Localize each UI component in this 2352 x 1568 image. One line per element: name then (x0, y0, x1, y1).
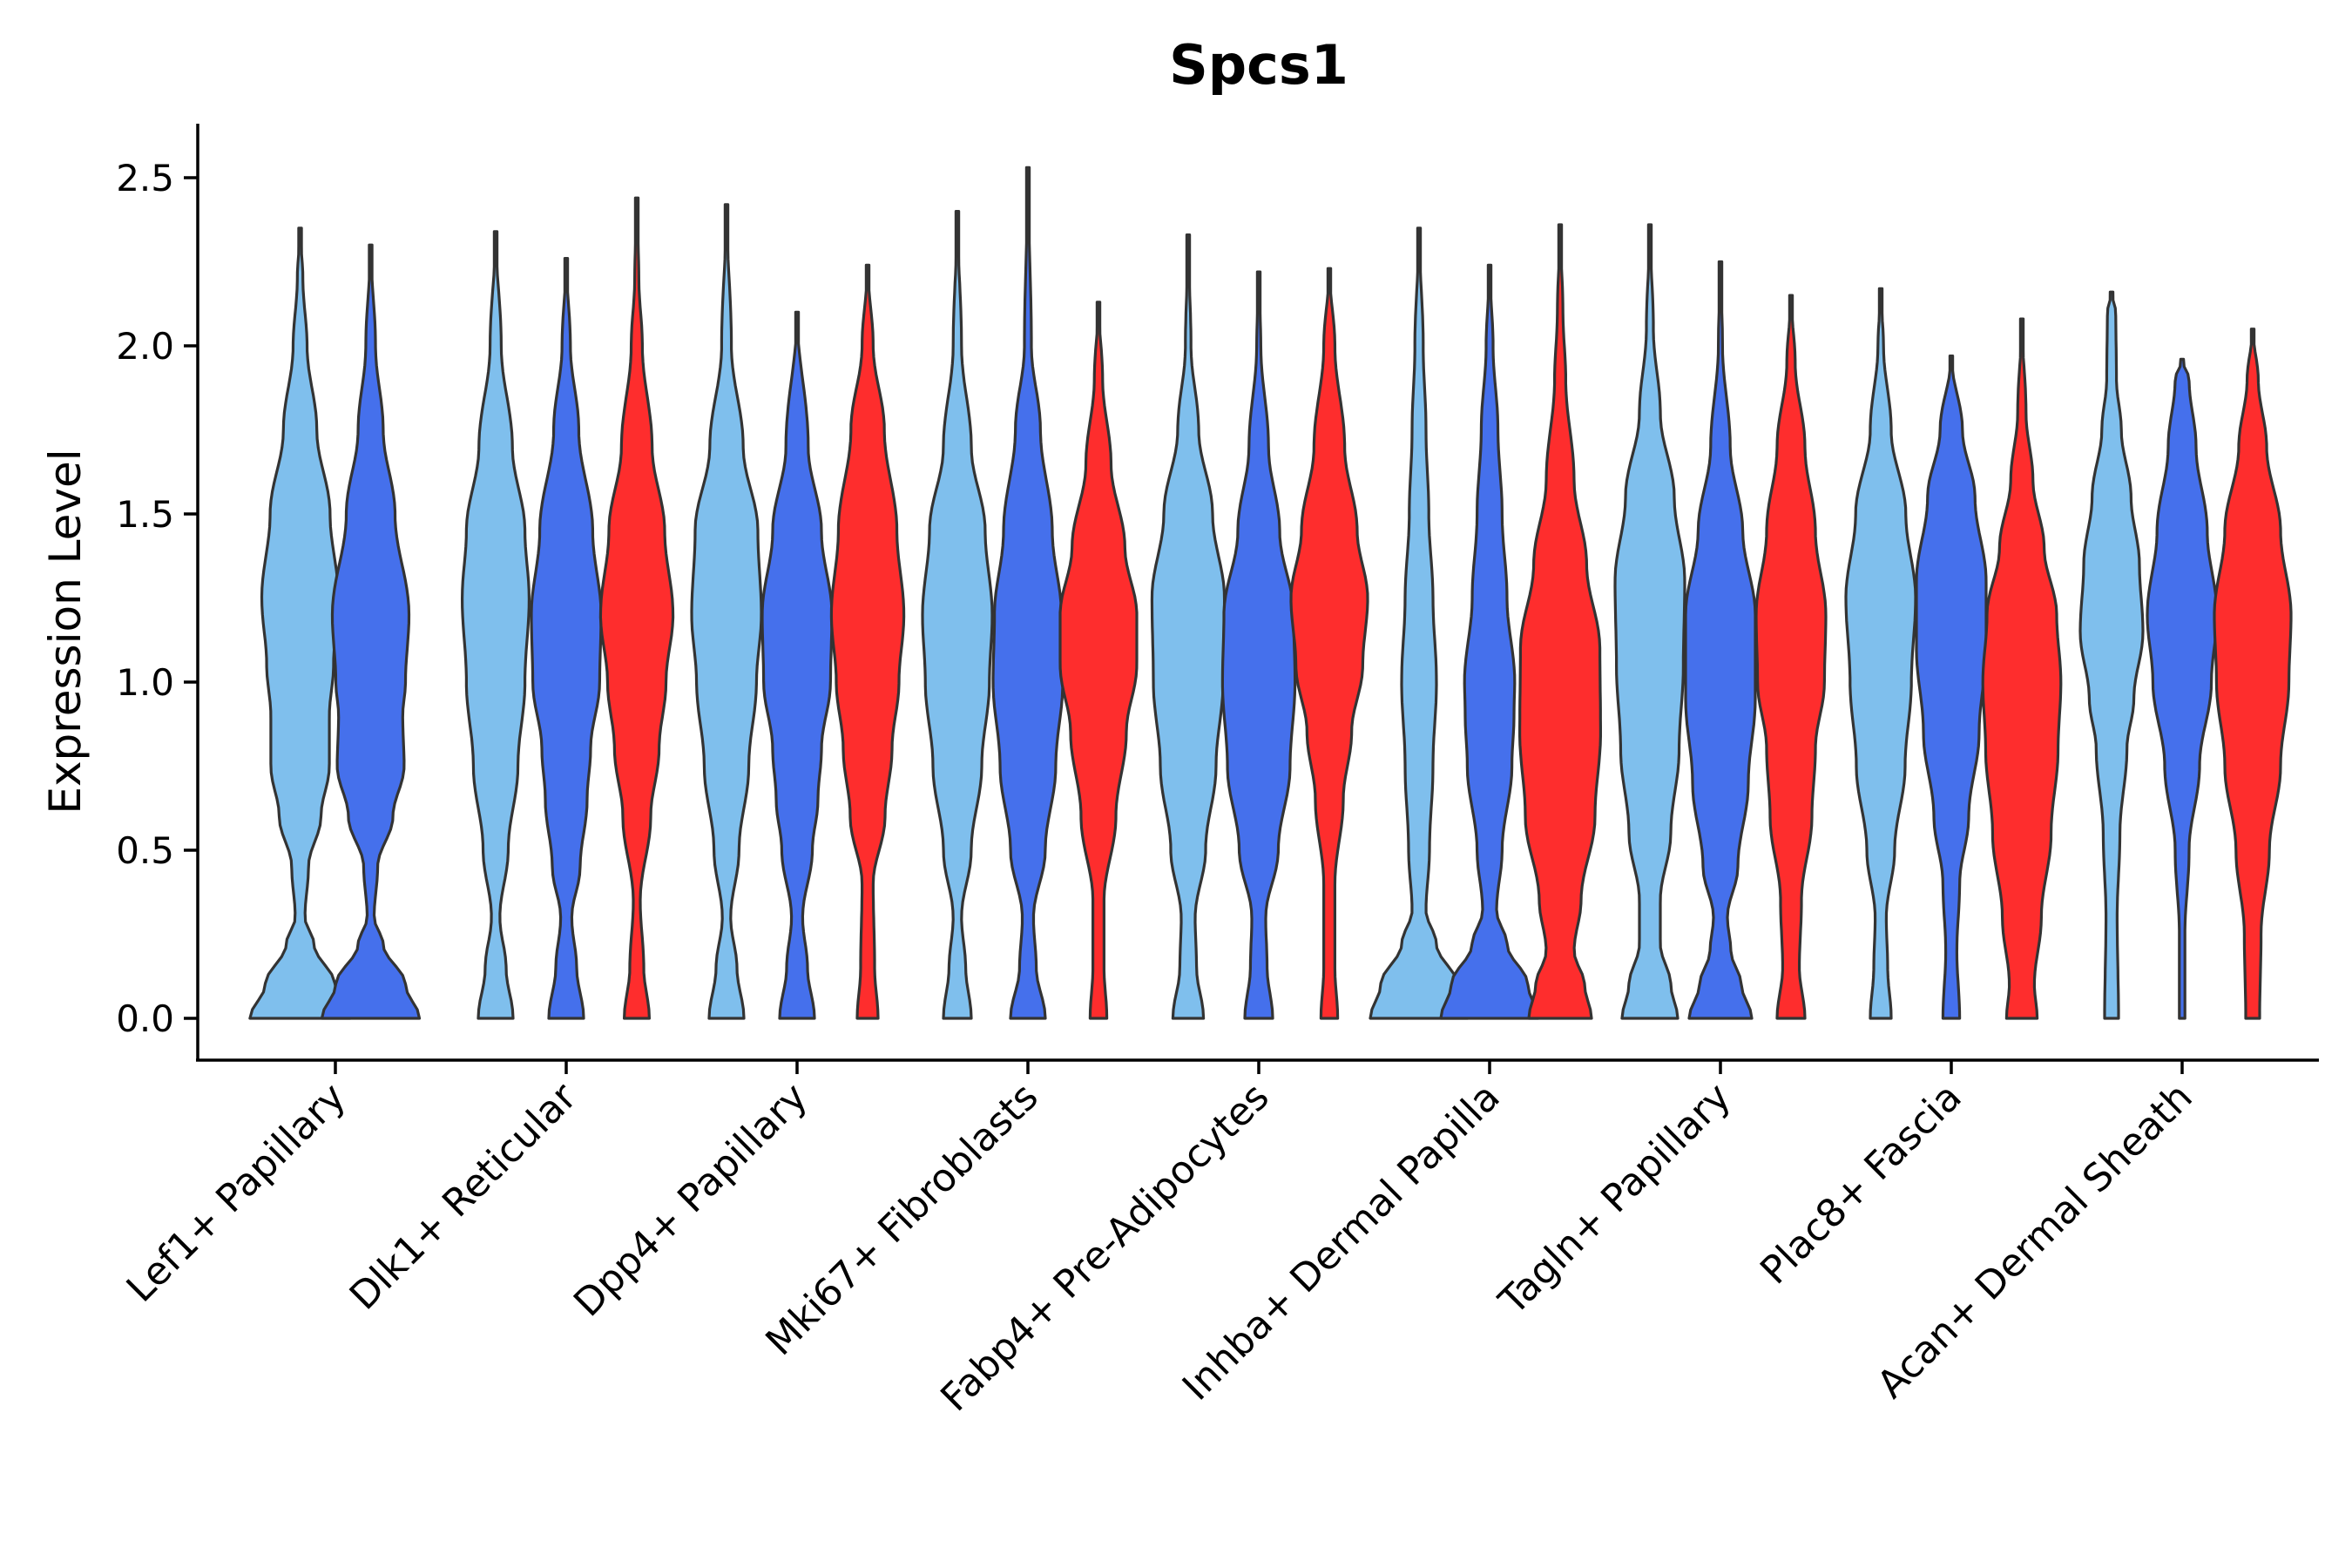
violin-blue (760, 310, 834, 1020)
x-tick-label: Lef1+ Papillary (118, 1075, 355, 1311)
y-ticks: 0.0 0.5 1.0 1.5 2.0 2.5 (116, 157, 198, 1040)
violin-blue (1915, 355, 1988, 1020)
violin-blue (2146, 357, 2219, 1020)
x-tick-label: Plac8+ Fascia (1752, 1075, 1970, 1294)
violin-light (1844, 287, 1917, 1020)
violin-blue (1220, 270, 1297, 1020)
chart-title: Spcs1 (1169, 33, 1348, 97)
violin-red (1518, 223, 1602, 1020)
y-tick-label: 0.5 (116, 829, 174, 872)
violin-light (921, 210, 994, 1020)
violin-red (598, 196, 675, 1020)
violin-light (2078, 290, 2145, 1020)
violin-light (248, 226, 352, 1020)
violin-blue (530, 257, 603, 1020)
x-tick-label: Tagln+ Papillary (1490, 1075, 1740, 1324)
violin-light (1150, 233, 1227, 1020)
violins-layer (248, 166, 2293, 1020)
violin-blue (991, 166, 1064, 1020)
y-tick-label: 1.5 (116, 493, 174, 536)
violin-red (1754, 294, 1828, 1020)
violin-red (1058, 301, 1139, 1020)
violin-red (2213, 328, 2293, 1020)
y-tick-label: 2.0 (116, 325, 174, 368)
y-axis-label: Expression Level (40, 449, 91, 814)
x-tick-label: Dlk1+ Reticular (341, 1074, 586, 1319)
violin-blue (320, 243, 422, 1020)
violin-light (461, 230, 531, 1020)
violin-red (829, 263, 906, 1020)
violin-blue (1439, 263, 1540, 1020)
y-tick-label: 2.5 (116, 157, 174, 199)
violin-blue (1684, 260, 1757, 1020)
x-tick-label: Dpp4+ Papillary (565, 1075, 816, 1326)
violin-red (1289, 267, 1369, 1020)
violin-light (1613, 223, 1686, 1020)
violin-light (690, 203, 763, 1020)
violin-light (1369, 226, 1470, 1020)
y-tick-label: 1.0 (116, 661, 174, 704)
y-tick-label: 0.0 (116, 997, 174, 1040)
violin-red (1981, 317, 2063, 1020)
